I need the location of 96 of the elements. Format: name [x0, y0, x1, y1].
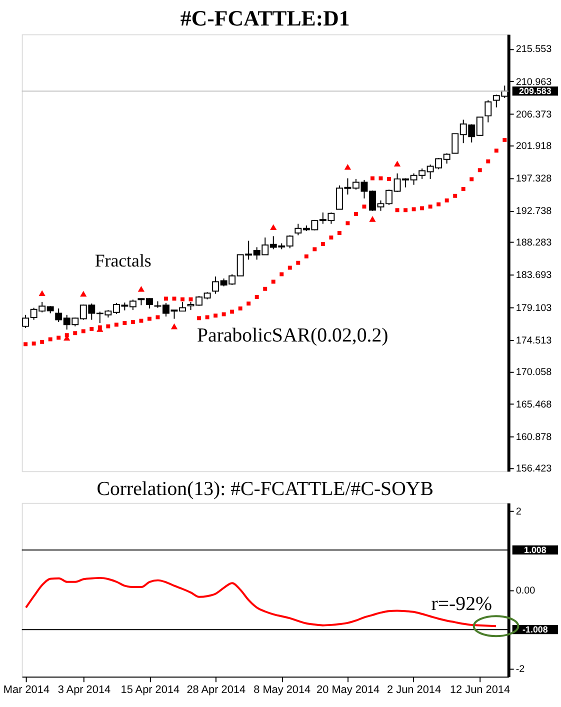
point [147, 316, 152, 321]
point [486, 159, 490, 164]
point [263, 286, 268, 291]
point [214, 314, 218, 318]
point [80, 290, 87, 297]
y-tick-label: 188.283 [516, 238, 552, 249]
y-tick-label: 210.963 [516, 76, 552, 88]
point [56, 336, 61, 340]
y-tick-label: 206.373 [516, 109, 552, 120]
point [453, 194, 458, 198]
point [502, 138, 507, 142]
point [81, 329, 86, 334]
point [404, 208, 408, 212]
point [369, 216, 376, 222]
point [478, 168, 482, 172]
point [304, 254, 308, 258]
point [170, 323, 178, 330]
point [428, 204, 432, 209]
point [444, 198, 449, 202]
point [139, 318, 144, 323]
point [270, 224, 277, 230]
y-tick-label: 174.513 [516, 335, 552, 346]
candlestick [484, 100, 492, 123]
y-tick-label: 2 [516, 506, 522, 518]
x-tick-label: 3 Apr 2014 [58, 684, 111, 696]
y-tick-label: -2 [516, 664, 526, 676]
y-tick-label: 179.103 [516, 302, 552, 314]
point [395, 208, 400, 212]
point [296, 260, 300, 265]
point [312, 247, 317, 252]
point [436, 202, 441, 206]
ref-line-label: 1.008 [524, 544, 546, 555]
point [205, 315, 210, 320]
point [197, 316, 202, 320]
point [238, 306, 242, 310]
x-tick-label: 2 Jun 2014 [387, 684, 442, 696]
x-tick-label: 20 May 2014 [316, 684, 380, 696]
point [344, 164, 352, 170]
point [412, 207, 416, 212]
point [246, 302, 251, 306]
point [461, 187, 466, 191]
point [288, 266, 292, 270]
point [354, 212, 358, 216]
point [73, 331, 78, 336]
y-tick-label: 201.918 [516, 140, 552, 152]
x-tick-label: 8 May 2014 [254, 684, 311, 696]
point [254, 295, 259, 300]
x-tick-label: Mar 2014 [3, 684, 50, 696]
point [164, 296, 168, 301]
point [337, 230, 342, 235]
x-tick-label: 28 Apr 2014 [186, 684, 246, 696]
y-tick-label: 192.738 [516, 206, 552, 218]
y-tick-label: 197.328 [516, 174, 552, 184]
y-tick-label: 156.423 [516, 464, 552, 475]
point [48, 337, 52, 342]
annotation: ParabolicSAR(0.02,0.2) [196, 324, 388, 347]
y-tick-label: 215.553 [516, 44, 552, 56]
point [470, 177, 474, 182]
point [180, 297, 184, 302]
point [362, 204, 366, 209]
ref-line-label: 209.583 [519, 86, 552, 96]
point [40, 340, 44, 344]
point [106, 324, 110, 328]
annotation: r=-92% [431, 593, 492, 616]
point [271, 280, 276, 284]
point [130, 320, 135, 324]
line-series [24, 576, 497, 628]
point [329, 236, 334, 240]
point [122, 321, 127, 326]
point [394, 160, 401, 166]
point [90, 326, 94, 331]
y-tick-label: 170.058 [516, 366, 552, 378]
chart-title: #C-FCATTLE:D1 [180, 6, 350, 30]
y-tick-label: 160.878 [516, 432, 552, 444]
point [230, 310, 234, 314]
y-tick-label: 165.468 [516, 399, 552, 410]
point [320, 242, 325, 246]
point [346, 221, 350, 226]
point [188, 297, 193, 302]
ref-line-label: -1.008 [522, 624, 548, 635]
point [494, 148, 498, 153]
point [38, 290, 46, 296]
y-tick-label: 183.693 [516, 270, 552, 282]
x-tick-label: 15 Apr 2014 [120, 684, 180, 696]
point [24, 342, 28, 346]
point [420, 206, 424, 210]
point [387, 176, 391, 181]
annotation: Fractals [94, 250, 152, 270]
point [32, 342, 36, 346]
point [138, 286, 145, 292]
point [156, 315, 160, 320]
point [370, 176, 374, 180]
x-tick-label: 12 Jun 2014 [450, 684, 510, 696]
y-tick-label: 0.00 [516, 585, 536, 596]
point [114, 322, 118, 327]
chart-title: Correlation(13): #C-FCATTLE/#C-SOYB [96, 478, 434, 500]
